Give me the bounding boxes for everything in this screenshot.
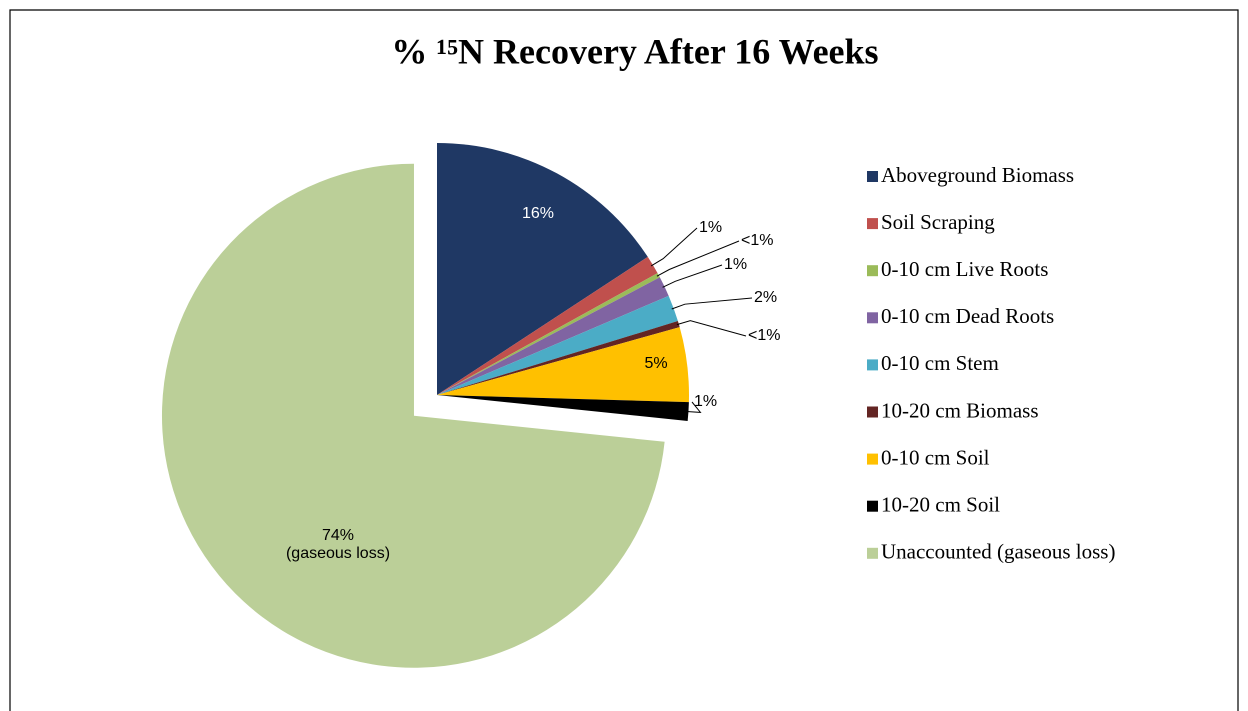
pie-slice bbox=[437, 256, 658, 395]
pie-slice bbox=[437, 143, 648, 395]
data-label: 1% bbox=[699, 219, 722, 236]
data-label: 74% (gaseous loss) bbox=[285, 527, 391, 562]
data-label: 16% bbox=[522, 205, 554, 222]
legend-label: 0-10 cm Soil bbox=[881, 445, 990, 469]
legend-label: Unaccounted (gaseous loss) bbox=[881, 540, 1115, 564]
data-label: 1% bbox=[724, 256, 747, 273]
legend-swatch bbox=[867, 359, 878, 371]
pie-slice bbox=[437, 395, 689, 422]
legend-swatch bbox=[867, 547, 878, 559]
legend-swatch bbox=[867, 500, 878, 512]
legend-swatch bbox=[867, 218, 878, 230]
data-label: 2% bbox=[754, 289, 777, 306]
pie-slice bbox=[161, 163, 665, 668]
pie-slice bbox=[437, 321, 680, 395]
pie-slice bbox=[437, 295, 678, 395]
legend-swatch bbox=[867, 171, 878, 182]
data-label: 5% bbox=[644, 355, 667, 372]
leader-line bbox=[671, 297, 753, 310]
data-label: 1% bbox=[694, 393, 717, 410]
chart-title: % ¹⁵N Recovery After 16 Weeks bbox=[391, 31, 878, 71]
leader-line bbox=[650, 227, 698, 267]
legend-label: 0-10 cm Live Roots bbox=[881, 257, 1048, 281]
leader-line bbox=[686, 401, 702, 413]
legend-label: 10-20 cm Soil bbox=[881, 493, 1000, 517]
pie-slice bbox=[437, 273, 660, 395]
legend-label: Aboveground Biomass bbox=[881, 163, 1074, 187]
leader-line bbox=[662, 264, 723, 288]
legend-swatch bbox=[867, 265, 878, 277]
legend-label: 10-20 cm Biomass bbox=[881, 398, 1039, 422]
legend-swatch bbox=[867, 312, 878, 324]
leader-line bbox=[656, 240, 740, 277]
legend-swatch bbox=[867, 406, 878, 418]
leader-line bbox=[676, 320, 747, 337]
data-label: <1% bbox=[748, 327, 780, 344]
chart-frame bbox=[9, 9, 1239, 711]
legend-label: Soil Scraping bbox=[881, 210, 995, 234]
data-label: <1% bbox=[741, 232, 773, 249]
pie-slice bbox=[437, 327, 689, 403]
pie-slice bbox=[437, 277, 669, 395]
legend-label: 0-10 cm Stem bbox=[881, 351, 999, 375]
legend-swatch bbox=[867, 453, 878, 465]
legend-label: 0-10 cm Dead Roots bbox=[881, 304, 1054, 328]
